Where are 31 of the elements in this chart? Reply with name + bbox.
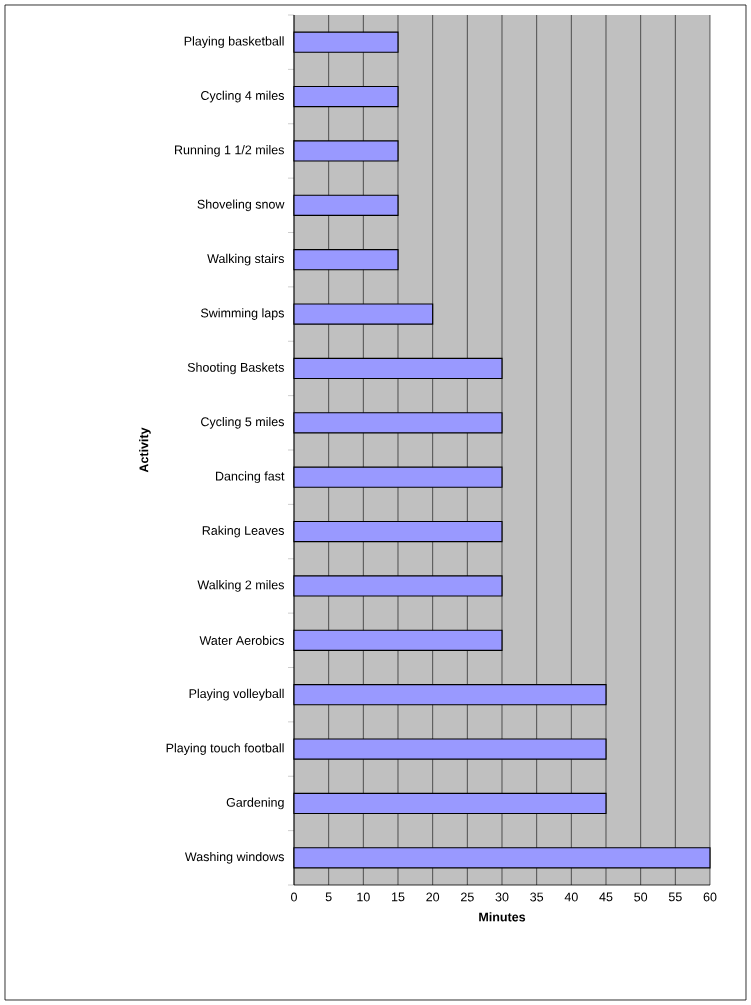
y-tick-label: Walking stairs [207,253,284,266]
y-axis-title: Activity [139,427,151,473]
y-tick-label: Playing basketball [184,36,284,49]
y-tick-label: Dancing fast [216,471,285,484]
x-tick-label: 0 [291,892,297,902]
x-tick-label: 5 [325,892,332,902]
y-tick-label: Cycling 5 miles [201,416,284,429]
x-tick-label: 25 [461,892,474,902]
x-tick-label: 30 [495,892,509,902]
x-tick-label: 50 [634,892,648,902]
y-tick-label: Shoveling snow [197,199,285,212]
x-tick-label: 20 [426,892,440,902]
y-tick-label: Running 1 1/2 miles [175,145,284,157]
x-tick-label: 10 [357,892,370,902]
y-tick-label: Water Aerobics [199,635,284,645]
y-tick-label: Cycling 4 miles [201,90,284,103]
x-tick-label: 60 [703,892,717,902]
x-tick-label: 45 [599,892,613,902]
y-tick-label: Gardening [226,797,284,810]
y-tick-label: Shooting Baskets [187,362,284,375]
y-tick-label: Washing windows [184,851,284,864]
x-tick-label: 15 [392,892,405,902]
x-axis-title: Minutes [479,912,526,922]
y-tick-label: Swimming laps [200,308,284,320]
x-tick-label: 40 [564,892,578,902]
y-tick-label: Walking 2 miles [197,580,284,592]
x-tick-label: 55 [668,892,682,902]
y-tick-label: Raking Leaves [202,525,284,538]
y-tick-label: Playing touch football [166,743,284,755]
x-tick-label: 35 [530,892,544,902]
y-tick-label: Playing volleyball [189,688,284,701]
